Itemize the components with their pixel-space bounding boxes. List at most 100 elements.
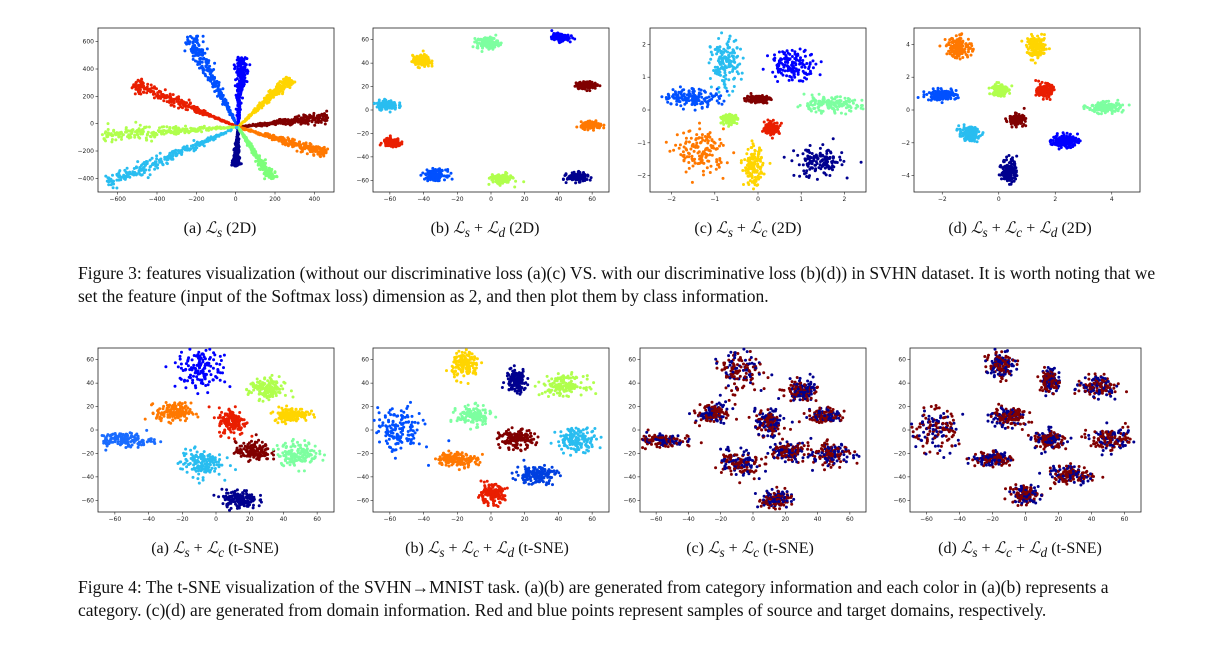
scatter-point <box>273 170 277 174</box>
scatter-point <box>752 97 756 101</box>
scatter-point <box>672 96 676 100</box>
x-tick-label: −400 <box>149 196 166 203</box>
scatter-point <box>273 90 277 94</box>
scatter-point <box>761 101 765 105</box>
scatter-point <box>150 139 154 143</box>
scatter-point <box>238 63 242 67</box>
scatter-point <box>848 98 851 101</box>
scatter-point <box>513 185 517 189</box>
scatter-point <box>578 175 582 179</box>
scatter-point <box>550 37 554 41</box>
scatter-point <box>385 101 389 105</box>
scatter-point <box>239 162 243 166</box>
scatter-point <box>708 77 712 80</box>
scatter-point <box>226 129 230 133</box>
scatter-point <box>585 89 589 93</box>
scatter-point <box>154 164 158 168</box>
scatter-point <box>161 163 165 167</box>
scatter-point <box>511 176 515 180</box>
scatter-point <box>289 139 293 143</box>
scatter-point <box>261 104 265 107</box>
scatter-point <box>194 59 197 63</box>
scatter-point <box>494 174 498 178</box>
scatter-point <box>201 40 205 44</box>
scatter-point <box>588 178 592 182</box>
scatter-point <box>120 135 123 139</box>
scatter-point <box>426 58 430 62</box>
scatter-point <box>155 157 159 161</box>
scatter-point <box>799 56 802 60</box>
scatter-point <box>687 99 691 103</box>
scatter-point <box>429 61 433 65</box>
scatter-point <box>427 172 430 176</box>
scatter-point <box>773 75 777 79</box>
scatter-point <box>582 123 586 127</box>
scatter-point <box>728 59 732 63</box>
scatter-point <box>235 126 239 129</box>
scatter-point <box>279 80 283 84</box>
scatter-point <box>208 68 212 72</box>
scatter-point <box>602 123 606 127</box>
scatter-point <box>302 142 305 146</box>
scatter-point <box>717 101 721 105</box>
scatter-point <box>174 97 178 101</box>
scatter-point <box>302 113 306 117</box>
scatter-point <box>855 103 859 107</box>
figure-3-panel-b: −60 −40 −20 0 20 40 60 60 40 20 0 −20 −40 −60 <box>345 20 615 208</box>
scatter-point <box>139 173 143 177</box>
scatter-point <box>811 66 815 70</box>
scatter-point <box>480 50 484 53</box>
scatter-point <box>234 157 238 161</box>
scatter-point <box>184 108 188 111</box>
scatter-point <box>147 168 151 172</box>
scatter-point <box>418 60 422 64</box>
scatter-point <box>257 103 261 107</box>
scatter-point <box>254 159 258 163</box>
scatter-point <box>599 122 603 126</box>
scatter-point <box>182 101 186 105</box>
scatter-point <box>297 140 301 144</box>
scatter-point <box>489 39 493 42</box>
scatter-point <box>722 47 726 51</box>
scatter-point <box>495 178 499 182</box>
scatter-point <box>182 147 186 151</box>
scatter-point <box>719 51 723 55</box>
scatter-point <box>261 133 264 137</box>
scatter-point <box>691 87 695 91</box>
scatter-point <box>564 173 568 177</box>
scatter-point <box>732 65 736 69</box>
scatter-point <box>709 85 713 89</box>
scatter-point <box>117 134 121 138</box>
scatter-point <box>787 78 791 82</box>
scatter-point <box>262 164 265 167</box>
scatter-point <box>591 86 595 90</box>
scatter-point <box>244 117 248 121</box>
scatter-point <box>270 167 274 171</box>
scatter-point <box>236 67 240 71</box>
scatter-point <box>816 106 820 109</box>
scatter-point <box>860 104 863 107</box>
scatter-point <box>314 145 318 149</box>
scatter-point <box>589 176 593 180</box>
scatter-point <box>324 151 328 155</box>
scatter-point <box>682 88 686 92</box>
scatter-point <box>198 111 202 115</box>
scatter-point <box>256 105 260 109</box>
scatter-point <box>273 93 277 97</box>
scatter-point <box>145 91 149 95</box>
scatter-point <box>695 102 699 106</box>
scatter-point <box>556 35 560 39</box>
scatter-point <box>163 155 167 159</box>
scatter-point <box>790 48 794 52</box>
scatter-point <box>426 179 430 183</box>
scatter-point <box>247 141 251 145</box>
scatter-point <box>191 57 195 61</box>
scatter-point <box>830 96 834 100</box>
scatter-point <box>799 79 803 83</box>
scatter-point <box>708 45 712 49</box>
scatter-point <box>667 96 671 100</box>
scatter-point <box>854 106 858 110</box>
scatter-point <box>186 38 190 42</box>
scatter-point <box>713 65 717 69</box>
